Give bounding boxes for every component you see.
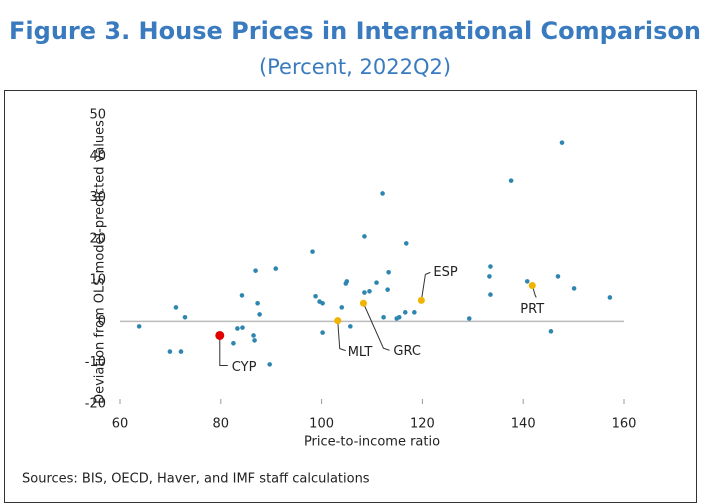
point-label: CYP [232,360,257,375]
callout-line [219,335,228,366]
point-label: ESP [433,265,457,280]
point [555,274,561,279]
point [267,362,272,367]
y-tick-label: 10 [89,273,106,288]
point [380,191,385,196]
point [334,317,342,325]
y-tick-label: 0 [98,314,106,329]
point-label: GRC [393,344,421,359]
point [402,310,408,315]
y-tick-label: -20 [85,397,106,412]
callout-line [362,303,390,351]
point-label: PRT [520,302,544,317]
chart-frame [4,90,697,503]
point [182,315,188,320]
point [359,299,367,307]
point [528,282,536,290]
point [167,349,173,354]
point [508,178,514,183]
point [417,296,425,304]
y-tick-label: 20 [89,231,106,246]
x-tick-label: 120 [410,417,435,432]
point [412,310,417,315]
source-note: Sources: BIS, OECD, Haver, and IMF staff… [22,472,370,487]
point [396,315,402,320]
point [607,295,613,300]
chart-subtitle: (Percent, 2022Q2) [259,55,451,79]
x-tick-label: 100 [309,417,334,432]
y-axis-label: Deviation from OLS model-predicted value… [93,120,108,404]
point [253,268,258,273]
point [310,249,315,254]
x-tick-label: 160 [612,417,637,432]
point [344,279,350,284]
point [386,269,391,275]
point [367,288,372,294]
point [466,316,472,321]
point [178,349,184,354]
x-axis-label: Price-to-income ratio [304,435,440,450]
point [255,300,260,306]
chart-title: Figure 3. House Prices in International … [9,17,701,45]
point [381,315,386,320]
point [487,274,492,279]
y-tick-label: 40 [89,149,106,164]
point [235,326,240,331]
point [215,330,225,340]
x-tick-label: 60 [112,417,129,432]
point [559,140,565,145]
point [252,338,257,343]
point [339,305,345,310]
y-tick-label: 30 [89,190,106,205]
point [362,290,367,295]
point-label: MLT [348,345,373,360]
y-tick-label: 50 [89,108,106,123]
point [231,341,236,346]
x-tick-label: 140 [511,417,536,432]
point [273,266,279,271]
point [240,325,245,330]
callout-line [420,271,431,301]
point [257,312,262,317]
point [403,241,409,246]
point [548,329,554,334]
point [348,324,353,329]
point [571,286,577,291]
point [374,280,379,285]
point [524,279,530,284]
point [251,333,256,338]
point [362,234,367,239]
point [239,293,245,298]
x-tick-label: 80 [213,417,230,432]
point [488,292,493,297]
point [320,300,325,306]
point [385,287,390,292]
point [173,305,179,310]
point [320,330,325,335]
point [136,324,142,329]
y-tick-label: -10 [85,355,106,370]
point [488,264,493,269]
point [313,293,318,299]
callout-line [337,320,346,352]
